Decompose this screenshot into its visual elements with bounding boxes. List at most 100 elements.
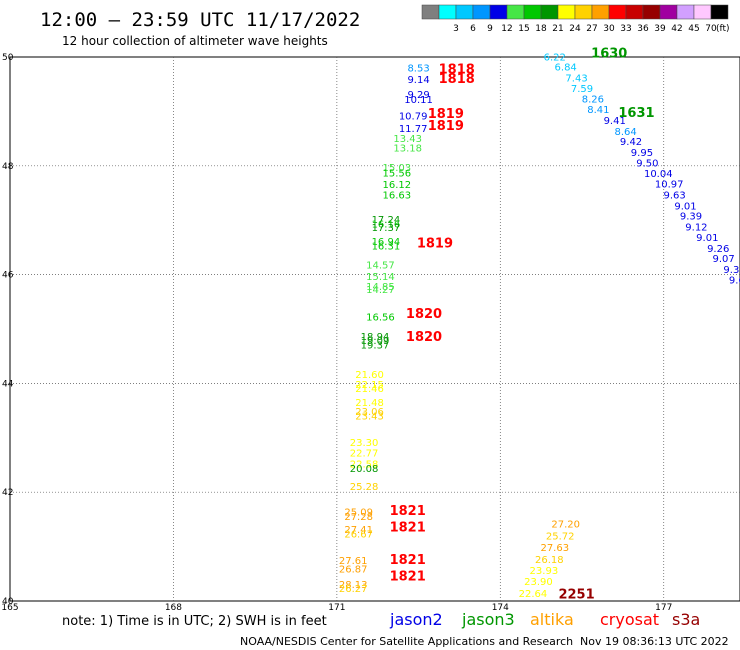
wave-height-point: 26.67 [344, 529, 373, 540]
wave-height-point: 23.93 [530, 566, 559, 577]
legend-swatch [455, 4, 474, 20]
wave-height-point: 6.22 [544, 52, 566, 63]
wave-height-point: 8.41 [587, 105, 609, 116]
pass-time-label: 1631 [618, 106, 654, 121]
wave-height-point: 13.18 [393, 144, 422, 155]
y-tick-label: 50 [2, 53, 14, 63]
pass-time-label: 1630 [591, 47, 627, 62]
legend-swatch [574, 4, 593, 20]
legend-swatch [693, 4, 712, 20]
legend-swatch [438, 4, 457, 20]
wave-height-point: 9.95 [631, 148, 653, 159]
y-tick-label: 48 [2, 162, 14, 172]
pass-time-label: 2251 [558, 587, 594, 602]
wave-height-point: 7.59 [571, 84, 593, 95]
wave-height-point: 26.27 [339, 584, 368, 595]
pass-time-label: 1820 [406, 330, 442, 345]
legend-swatch [608, 4, 627, 20]
wave-height-point: 17.37 [372, 223, 401, 234]
wave-height-point: 11.77 [399, 124, 428, 135]
wave-height-point: 10.79 [399, 112, 428, 123]
wave-height-point: 26.18 [535, 555, 564, 566]
wave-height-point: 21.60 [355, 370, 384, 381]
wave-height-point: 22.15 [355, 380, 384, 391]
wave-height-point: 14.57 [366, 261, 395, 272]
wave-height-point: 27.20 [551, 520, 580, 531]
footer-note: note: 1) Time is in UTC; 2) SWH is in fe… [62, 614, 327, 629]
legend-swatch [710, 4, 729, 20]
wave-height-point: 9.61 [729, 275, 740, 286]
legend-swatch [659, 4, 678, 20]
pass-time-label: 1821 [390, 553, 426, 568]
pass-time-label: 1819 [428, 119, 464, 134]
wave-height-point: 9.01 [674, 201, 696, 212]
wave-height-point: 16.16 [372, 219, 401, 230]
legend-label: 70 [705, 24, 717, 34]
wave-height-point: 15.56 [382, 169, 411, 180]
legend-swatch [421, 4, 440, 20]
pass-time-label: 1818 [439, 72, 475, 87]
wave-height-point: 8.64 [614, 127, 636, 138]
legend-label: 9 [487, 24, 493, 34]
pass-time-label: 1821 [390, 520, 426, 535]
y-tick-labels: 50 48 46 44 42 40 [2, 53, 14, 607]
pass-time-label: 1820 [406, 307, 442, 322]
legend-swatch [625, 4, 644, 20]
plot-area: 165 168 171 174 177 50 48 46 44 42 40 8.539.14 9.2… [1, 47, 740, 613]
chart-title: 12:00 – 23:59 UTC 11/17/2022 [40, 9, 360, 31]
wave-height-point: 16.63 [382, 190, 411, 201]
legend-label: 3 [453, 24, 459, 34]
wave-height-point: 27.28 [344, 512, 373, 523]
legend-label: 21 [552, 24, 563, 34]
wave-height-point: 23.30 [350, 438, 379, 449]
x-tick-labels: 165 168 171 174 177 [1, 603, 672, 613]
wave-height-point: 27.41 [344, 525, 373, 536]
wave-height-point: 27.63 [540, 543, 569, 554]
wave-height-point: 9.63 [663, 190, 685, 201]
wave-height-point: 9.42 [620, 137, 642, 148]
wave-height-point: 18.94 [361, 332, 390, 343]
legend-label: 45 [688, 24, 699, 34]
pass-time-labels: 1818181818191819181918201820182118211821… [390, 47, 655, 603]
satellite-jason3: jason3 [461, 610, 515, 629]
wave-height-point: 16.31 [372, 242, 401, 253]
wave-height-point: 15.03 [382, 163, 411, 174]
pass-time-label: 1821 [390, 504, 426, 519]
legend-swatch [676, 4, 695, 20]
satellite-cryosat: cryosat [600, 610, 659, 629]
wave-height-point: 9.01 [696, 233, 718, 244]
wave-height-point: 7.43 [565, 73, 587, 84]
footer-credit: NOAA/NESDIS Center for Satellite Applica… [240, 635, 573, 648]
legend-label: 15 [518, 24, 529, 34]
wave-height-point: 9.26 [707, 244, 729, 255]
legend-label: 36 [637, 24, 649, 34]
wave-height-point: 6.84 [555, 63, 577, 74]
satellite-legend: jason2 jason3 altika cryosat s3a [389, 610, 700, 629]
wave-height-point: 17.24 [372, 215, 401, 226]
wave-height-point: 9.41 [604, 116, 626, 127]
chart-subtitle: 12 hour collection of altimeter wave hei… [62, 34, 328, 48]
x-tick-label: 177 [655, 603, 672, 613]
legend-label: 33 [620, 24, 631, 34]
wave-height-point: 27.61 [339, 556, 368, 567]
wave-height-point: 25.09 [344, 508, 373, 519]
wave-height-point: 16.56 [366, 312, 395, 323]
x-tick-label: 168 [165, 603, 182, 613]
wave-height-point: 19.09 [361, 336, 390, 347]
wave-height-point: 8.53 [407, 64, 429, 75]
wave-height-point: 9.39 [723, 265, 740, 276]
wave-height-point: 21.46 [355, 384, 384, 395]
legend-label: 30 [603, 24, 615, 34]
satellite-jason2: jason2 [389, 610, 443, 629]
y-tick-label: 40 [2, 597, 14, 607]
wave-height-point: 22.77 [350, 448, 379, 459]
wave-height-point: 23.90 [524, 577, 553, 588]
legend-label: 27 [586, 24, 597, 34]
wave-height-point: 13.43 [393, 134, 422, 145]
legend-label: 18 [535, 24, 547, 34]
x-tick-label: 165 [1, 603, 18, 613]
legend-swatch [642, 4, 661, 20]
wave-height-point: 14.27 [366, 285, 395, 296]
